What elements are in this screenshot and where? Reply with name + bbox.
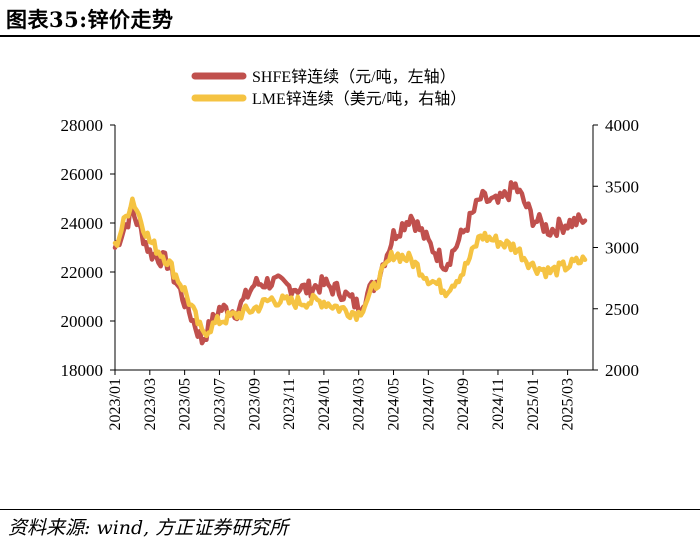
x-tick-label: 2024/01 (316, 378, 333, 430)
x-tick-label: 2023/05 (177, 378, 194, 430)
y-right-tick-label: 3500 (605, 177, 639, 196)
x-tick-label: 2024/05 (386, 378, 403, 430)
y-right-tick-label: 3000 (605, 239, 639, 258)
y-left-tick-label: 20000 (61, 312, 104, 331)
x-tick-label: 2023/01 (107, 378, 124, 430)
x-tick-label: 2024/11 (490, 378, 507, 430)
lme-series-line (112, 196, 588, 339)
y-left-tick-label: 28000 (61, 116, 104, 135)
source-note: 资料来源: wind, 方正证券研究所 (8, 517, 289, 539)
legend-shfe-label: SHFE锌连续（元/吨，左轴） (252, 68, 456, 86)
x-tick-label: 2023/03 (142, 378, 159, 430)
source-rule (0, 509, 700, 510)
y-left-tick-label: 18000 (61, 361, 104, 380)
x-tick-label: 2023/07 (211, 378, 228, 430)
y-right-tick-label: 4000 (605, 116, 639, 135)
figure-title: 图表35:锌价走势 (6, 7, 174, 32)
y-right-tick-label: 2500 (605, 300, 639, 319)
x-tick-label: 2025/01 (525, 378, 542, 430)
x-tick-label: 2025/03 (560, 378, 577, 430)
title-rule (0, 35, 700, 37)
y-left-tick-label: 22000 (61, 263, 104, 282)
y-left-tick-label: 24000 (61, 214, 104, 233)
x-tick-label: 2024/07 (420, 378, 437, 430)
x-tick-label: 2024/03 (351, 378, 368, 430)
price-chart: 18000 20000 22000 24000 26000 28000 2000 2500 30… (61, 68, 640, 430)
legend-lme-label: LME锌连续（美元/吨，右轴） (252, 90, 466, 108)
y-right-tick-label: 2000 (605, 361, 639, 380)
shfe-series-line (112, 180, 588, 346)
x-tick-label: 2023/11 (281, 378, 298, 430)
x-tick-label: 2023/09 (246, 378, 263, 430)
y-left-tick-label: 26000 (61, 165, 104, 184)
x-tick-label: 2024/09 (455, 378, 472, 430)
